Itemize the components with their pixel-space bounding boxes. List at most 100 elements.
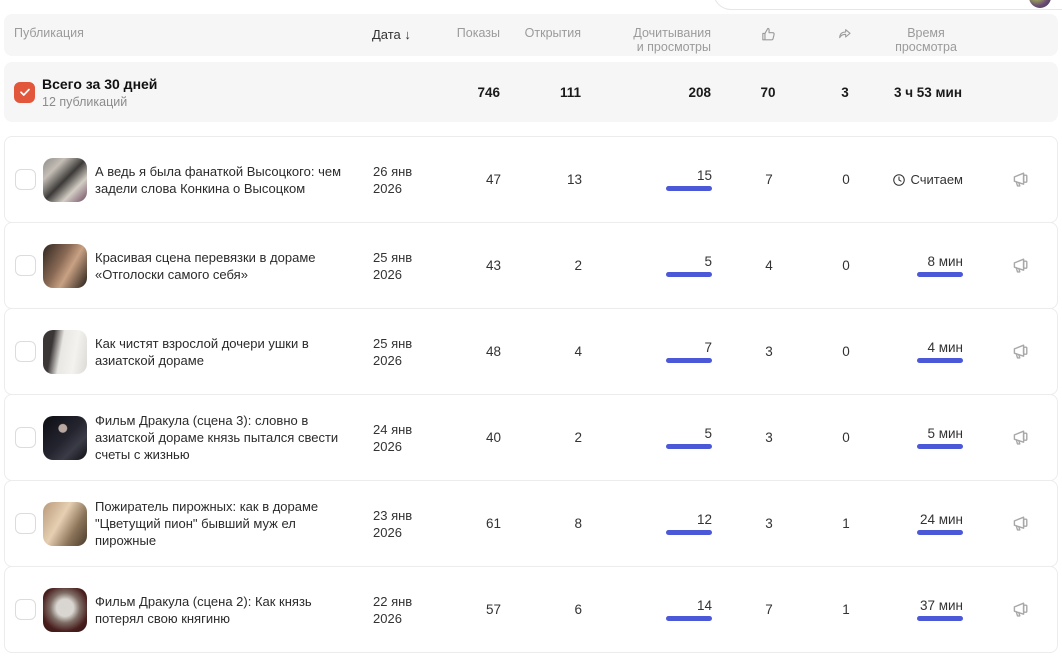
impressions-value: 43 bbox=[485, 258, 501, 273]
watch-time-bar bbox=[917, 358, 963, 363]
row-thumbnail[interactable] bbox=[43, 329, 87, 374]
row-checkbox[interactable] bbox=[15, 169, 36, 190]
watch-time-value: 4 мин bbox=[927, 340, 963, 355]
impressions-value: 61 bbox=[485, 516, 501, 531]
reads-bar bbox=[666, 530, 712, 535]
summary-row: Всего за 30 дней 12 публикаций 746 111 2… bbox=[4, 62, 1058, 122]
reads-value: 12 bbox=[696, 512, 712, 527]
row-thumbnail[interactable] bbox=[43, 415, 87, 460]
row-checkbox[interactable] bbox=[15, 513, 36, 534]
avatar[interactable] bbox=[1029, 0, 1051, 8]
table-row[interactable]: А ведь я была фанаткой Высоцкого: чем за… bbox=[4, 136, 1058, 223]
column-shares bbox=[825, 14, 865, 56]
summary-shares: 3 bbox=[841, 84, 849, 100]
watch-metric: 4 мин bbox=[866, 340, 963, 363]
megaphone-icon[interactable] bbox=[1009, 341, 1031, 363]
publication-title[interactable]: Пожиратель пирожных: как в дораме "Цвету… bbox=[95, 499, 319, 548]
reads-bar bbox=[666, 186, 712, 191]
search-input[interactable] bbox=[713, 0, 1062, 10]
publication-title[interactable]: Фильм Дракула (сцена 2): Как князь потер… bbox=[95, 593, 312, 626]
reads-bar bbox=[666, 358, 712, 363]
opens-value: 6 bbox=[574, 602, 582, 617]
table-row[interactable]: Как чистят взрослой дочери ушки в азиатс… bbox=[4, 308, 1058, 395]
watch-metric: 37 мин bbox=[866, 598, 963, 621]
watch-time-value: 5 мин bbox=[927, 426, 963, 441]
watch-metric: 5 мин bbox=[866, 426, 963, 449]
impressions-value: 57 bbox=[485, 602, 501, 617]
column-reads: Дочитывания и просмотры bbox=[633, 26, 711, 54]
watch-time-bar bbox=[917, 530, 963, 535]
table-row[interactable]: Красивая сцена перевязки в дораме «Отгол… bbox=[4, 222, 1058, 309]
row-checkbox[interactable] bbox=[15, 341, 36, 362]
likes-value: 3 bbox=[765, 516, 773, 531]
watch-metric: 24 мин bbox=[866, 512, 963, 535]
row-thumbnail[interactable] bbox=[43, 243, 87, 288]
select-all-checkbox[interactable] bbox=[14, 81, 35, 103]
publication-title[interactable]: Как чистят взрослой дочери ушки в азиатс… bbox=[95, 335, 309, 368]
share-arrow-icon bbox=[837, 26, 853, 42]
column-opens: Открытия bbox=[524, 26, 581, 40]
table-row[interactable]: Фильм Дракула (сцена 3): словно в азиатс… bbox=[4, 394, 1058, 481]
summary-opens: 111 bbox=[559, 84, 581, 100]
row-thumbnail[interactable] bbox=[43, 501, 87, 546]
column-watch-time: Время просмотра bbox=[895, 26, 957, 54]
shares-value: 1 bbox=[842, 516, 850, 531]
publication-date: 23 янв 2026 bbox=[373, 507, 413, 540]
opens-value: 2 bbox=[574, 258, 582, 273]
reads-value: 14 bbox=[696, 598, 712, 613]
thumb-up-icon bbox=[760, 26, 777, 43]
summary-reads: 208 bbox=[688, 84, 711, 100]
table-row[interactable]: Фильм Дракула (сцена 2): Как князь потер… bbox=[4, 566, 1058, 653]
impressions-value: 48 bbox=[485, 344, 501, 359]
megaphone-icon[interactable] bbox=[1009, 169, 1031, 191]
reads-bar bbox=[666, 272, 712, 277]
row-checkbox[interactable] bbox=[15, 255, 36, 276]
publication-date: 26 янв 2026 bbox=[373, 163, 413, 196]
likes-value: 3 bbox=[765, 430, 773, 445]
likes-value: 3 bbox=[765, 344, 773, 359]
publication-date: 22 янв 2026 bbox=[373, 593, 413, 626]
megaphone-icon[interactable] bbox=[1009, 427, 1031, 449]
checkmark-icon bbox=[19, 88, 30, 96]
table-row[interactable]: Пожиратель пирожных: как в дораме "Цвету… bbox=[4, 480, 1058, 567]
column-likes bbox=[711, 14, 825, 56]
publication-title[interactable]: А ведь я была фанаткой Высоцкого: чем за… bbox=[95, 163, 342, 196]
watch-time-bar bbox=[917, 272, 963, 277]
shares-value: 0 bbox=[842, 172, 850, 187]
watch-pending-label: Считаем bbox=[910, 172, 963, 187]
opens-value: 13 bbox=[566, 172, 582, 187]
reads-bar bbox=[666, 444, 712, 449]
row-thumbnail[interactable] bbox=[43, 157, 87, 202]
summary-watch-time: 3 ч 53 мин bbox=[893, 84, 962, 100]
summary-impressions: 746 bbox=[477, 84, 500, 100]
row-checkbox[interactable] bbox=[15, 427, 36, 448]
column-impressions: Показы bbox=[456, 26, 500, 40]
row-thumbnail[interactable] bbox=[43, 587, 87, 632]
publication-title[interactable]: Фильм Дракула (сцена 3): словно в азиатс… bbox=[95, 413, 339, 462]
clock-icon bbox=[892, 173, 905, 186]
publication-date: 25 янв 2026 bbox=[373, 249, 413, 282]
summary-subtitle: 12 публикаций bbox=[42, 95, 128, 109]
watch-time-bar bbox=[917, 444, 963, 449]
row-checkbox[interactable] bbox=[15, 599, 36, 620]
reads-value: 7 bbox=[704, 340, 712, 355]
reads-metric: 12 bbox=[582, 512, 712, 535]
watch-time-cell: Считаем Считаем bbox=[866, 172, 963, 187]
megaphone-icon[interactable] bbox=[1009, 513, 1031, 535]
watch-time-cell: 4 мин 4 мин bbox=[866, 340, 963, 363]
reads-metric: 7 bbox=[582, 340, 712, 363]
watch-time-cell: 8 мин 8 мин bbox=[866, 254, 963, 277]
watch-time-value: 24 мин bbox=[919, 512, 963, 527]
publication-date: 24 янв 2026 bbox=[373, 421, 413, 454]
megaphone-icon[interactable] bbox=[1009, 255, 1031, 277]
opens-value: 8 bbox=[574, 516, 582, 531]
watch-time-cell: 5 мин 5 мин bbox=[866, 426, 963, 449]
megaphone-icon[interactable] bbox=[1009, 599, 1031, 621]
summary-title: Всего за 30 дней bbox=[42, 76, 158, 92]
watch-metric: 8 мин bbox=[866, 254, 963, 277]
reads-value: 5 bbox=[704, 426, 712, 441]
column-date-sort[interactable]: Дата ↓ bbox=[372, 27, 411, 42]
reads-metric: 14 bbox=[582, 598, 712, 621]
publication-title[interactable]: Красивая сцена перевязки в дораме «Отгол… bbox=[95, 249, 316, 282]
shares-value: 1 bbox=[842, 602, 850, 617]
